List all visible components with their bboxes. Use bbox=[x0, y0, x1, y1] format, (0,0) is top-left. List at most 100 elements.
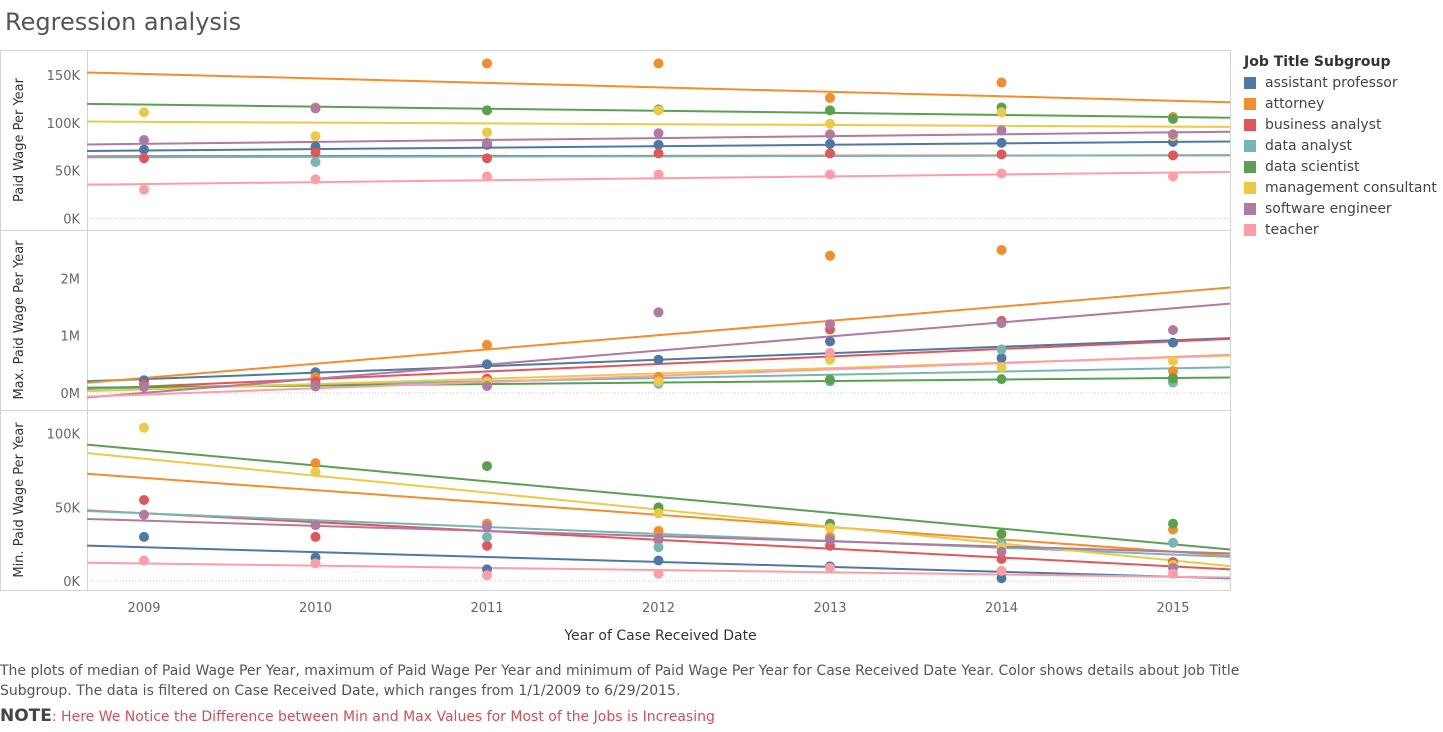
data-point bbox=[825, 148, 835, 159]
data-point bbox=[482, 171, 492, 182]
legend-item[interactable]: data scientist bbox=[1244, 156, 1443, 177]
trend-line bbox=[86, 71, 1231, 104]
legend-item[interactable]: assistant professor bbox=[1244, 72, 1443, 93]
data-point bbox=[139, 555, 149, 566]
data-point bbox=[996, 353, 1007, 363]
x-tick-label: 2012 bbox=[642, 601, 675, 616]
legend-label: data scientist bbox=[1265, 158, 1360, 175]
y-tick-label: 2M bbox=[61, 273, 81, 288]
data-point bbox=[310, 131, 321, 142]
data-point bbox=[825, 129, 835, 140]
legend-swatch bbox=[1244, 118, 1256, 131]
data-point bbox=[1168, 113, 1178, 124]
y-tick-label: 50K bbox=[55, 501, 81, 516]
legend-swatch bbox=[1244, 160, 1256, 173]
data-point bbox=[996, 125, 1007, 136]
y-tick-label: 100K bbox=[47, 117, 81, 132]
data-point bbox=[310, 174, 321, 185]
y-tick-label: 0K bbox=[63, 213, 80, 228]
data-point bbox=[1168, 150, 1178, 161]
data-point bbox=[653, 58, 664, 69]
data-point bbox=[310, 381, 321, 391]
y-tick-label: 150K bbox=[47, 69, 81, 84]
data-point bbox=[1168, 537, 1178, 548]
data-point bbox=[996, 245, 1007, 255]
data-point bbox=[996, 318, 1007, 329]
y-tick-label: 1M bbox=[61, 330, 81, 345]
y-tick-label: 0M bbox=[61, 387, 81, 402]
data-point bbox=[310, 466, 321, 477]
data-point bbox=[825, 250, 835, 261]
y-axis-label: Paid Wage Per Year bbox=[12, 77, 27, 202]
data-point bbox=[139, 184, 149, 195]
data-point bbox=[653, 568, 664, 579]
data-point bbox=[825, 105, 835, 116]
data-point bbox=[653, 105, 664, 116]
legend-swatch bbox=[1244, 202, 1256, 215]
data-point bbox=[996, 149, 1007, 160]
legend-item[interactable]: data analyst bbox=[1244, 135, 1443, 156]
data-point bbox=[996, 573, 1007, 584]
data-point bbox=[482, 127, 492, 138]
data-point bbox=[996, 77, 1007, 88]
data-point bbox=[825, 92, 835, 103]
legend-swatch bbox=[1244, 139, 1256, 152]
y-axis-label: Max. Paid Wage Per Year bbox=[12, 240, 27, 400]
y-tick-label: 0K bbox=[63, 575, 80, 590]
data-point bbox=[139, 153, 149, 164]
data-point bbox=[825, 118, 835, 129]
data-point bbox=[482, 339, 492, 350]
y-axis-label: Min. Paid Wage Per Year bbox=[12, 422, 27, 578]
data-point bbox=[310, 147, 321, 158]
x-tick-label: 2009 bbox=[127, 601, 160, 616]
legend-item[interactable]: business analyst bbox=[1244, 114, 1443, 135]
data-point bbox=[996, 344, 1007, 355]
data-point bbox=[825, 319, 835, 330]
trend-line bbox=[86, 120, 1231, 128]
data-point bbox=[825, 354, 835, 365]
caption: The plots of median of Paid Wage Per Yea… bbox=[0, 663, 1240, 699]
legend-item[interactable]: teacher bbox=[1244, 219, 1443, 240]
x-axis-label: Year of Case Received Date bbox=[563, 628, 756, 644]
legend-label: software engineer bbox=[1265, 200, 1392, 217]
data-point bbox=[139, 509, 149, 520]
data-point bbox=[825, 374, 835, 385]
x-tick-label: 2013 bbox=[813, 601, 846, 616]
note-text: : Here We Notice the Difference between … bbox=[51, 709, 715, 725]
data-point bbox=[996, 528, 1007, 539]
trend-line bbox=[86, 286, 1231, 384]
legend-items: assistant professor attorney business anal… bbox=[1244, 72, 1443, 240]
page-title: Regression analysis bbox=[5, 8, 242, 36]
trend-line bbox=[86, 302, 1231, 399]
legend-item[interactable]: software engineer bbox=[1244, 198, 1443, 219]
data-point bbox=[1168, 373, 1178, 384]
legend-item[interactable]: management consultant bbox=[1244, 177, 1443, 198]
data-point bbox=[482, 531, 492, 542]
data-point bbox=[653, 139, 664, 150]
data-point bbox=[482, 381, 492, 391]
data-point bbox=[996, 168, 1007, 179]
data-point bbox=[1168, 337, 1178, 348]
data-point bbox=[653, 376, 664, 387]
data-point bbox=[653, 525, 664, 536]
data-point bbox=[825, 523, 835, 534]
data-point bbox=[1168, 325, 1178, 335]
data-point bbox=[653, 354, 664, 365]
data-point bbox=[996, 362, 1007, 373]
regression-chart: 0K 50K 100K 150K Paid Wage Per Year 0M 1M 2M Max… bbox=[0, 50, 1231, 644]
data-point bbox=[482, 137, 492, 148]
data-point bbox=[482, 570, 492, 581]
data-point bbox=[653, 542, 664, 553]
data-point bbox=[310, 558, 321, 569]
data-point bbox=[482, 153, 492, 164]
data-point bbox=[482, 105, 492, 116]
data-point bbox=[1168, 366, 1178, 377]
data-point bbox=[996, 565, 1007, 576]
legend-swatch bbox=[1244, 76, 1256, 89]
legend-item[interactable]: attorney bbox=[1244, 93, 1443, 114]
trend-line bbox=[86, 443, 1231, 551]
data-point bbox=[1168, 568, 1178, 579]
data-point bbox=[482, 359, 492, 370]
data-point bbox=[310, 520, 321, 531]
legend-title: Job Title Subgroup bbox=[1244, 54, 1391, 70]
